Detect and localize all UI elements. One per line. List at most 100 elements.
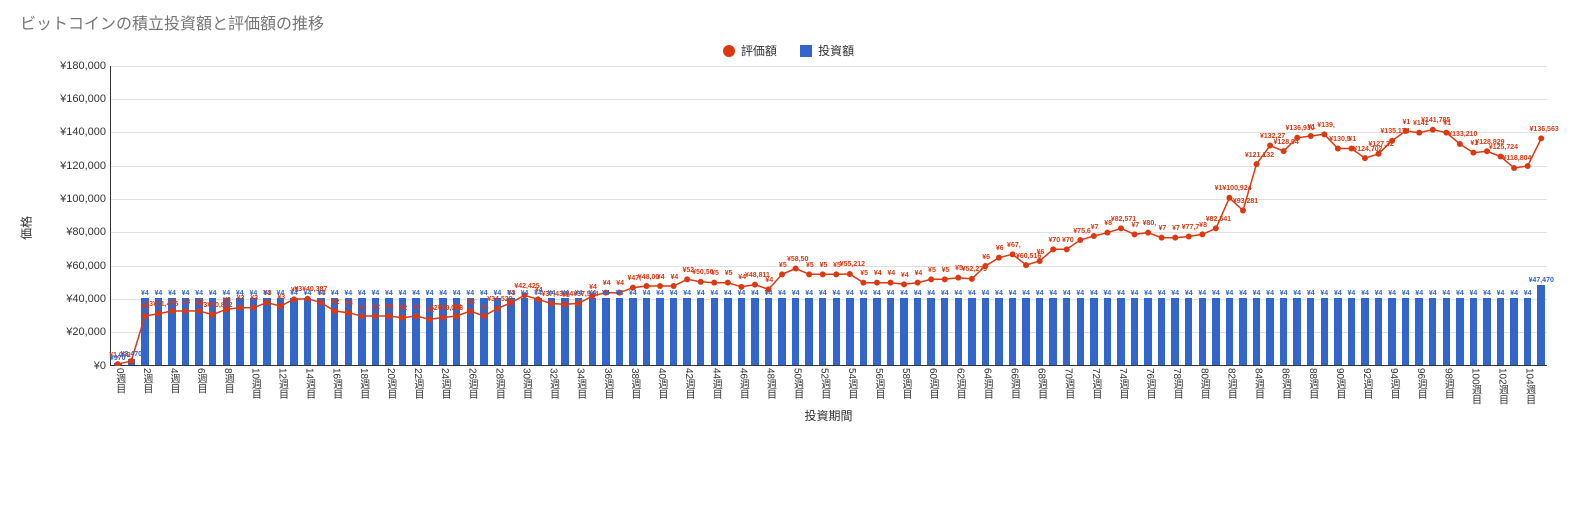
line-value-label: ¥5 xyxy=(942,267,950,274)
bar xyxy=(1361,298,1368,365)
line-value-label: ¥3 xyxy=(386,304,394,311)
bar-value-label: ¥4 xyxy=(629,290,637,297)
bar-value-label: ¥4 xyxy=(1117,290,1125,297)
line-value-label: ¥82,541 xyxy=(1206,216,1231,223)
bar xyxy=(1280,298,1287,365)
x-tick: 32週目 xyxy=(546,368,561,399)
bar xyxy=(995,298,1002,365)
bar-value-label: ¥4 xyxy=(168,290,176,297)
line-value-label: ¥3 xyxy=(481,304,489,311)
bar xyxy=(1266,298,1273,365)
bar-value-label: ¥4 xyxy=(1497,290,1505,297)
legend-item-bar: 投資額 xyxy=(800,42,854,59)
bar xyxy=(521,298,528,365)
x-tick: 94週目 xyxy=(1386,368,1401,399)
bar xyxy=(941,298,948,365)
bar-value-label: ¥4 xyxy=(602,290,610,297)
x-tick: 54週目 xyxy=(844,368,859,399)
y-axis: ¥0¥20,000¥40,000¥60,000¥80,000¥100,000¥1… xyxy=(20,66,110,366)
bar-value-label: ¥4 xyxy=(222,290,230,297)
x-tick: 60週目 xyxy=(925,368,940,399)
line-value-label: ¥125,724 xyxy=(1489,144,1518,151)
x-tick: 56週目 xyxy=(871,368,886,399)
bar-value-label: ¥4 xyxy=(615,290,623,297)
bar-value-label: ¥4 xyxy=(1036,290,1044,297)
bar-value-label: ¥4 xyxy=(1212,290,1220,297)
bar-value-label: ¥4 xyxy=(1266,290,1274,297)
x-tick: 48週目 xyxy=(762,368,777,399)
bar-value-label: ¥4 xyxy=(724,290,732,297)
bar-value-label: ¥4 xyxy=(453,290,461,297)
chart-title: ビットコインの積立投資額と評価額の推移 xyxy=(20,10,1557,34)
line-value-label: ¥75,6 xyxy=(1073,228,1091,235)
x-tick: 28週目 xyxy=(491,368,506,399)
bar-value-label: ¥4 xyxy=(439,290,447,297)
bar-value-label: ¥4 xyxy=(209,290,217,297)
line-value-label: ¥4 xyxy=(887,270,895,277)
bar-value-label: ¥4 xyxy=(914,290,922,297)
bar-value-label: ¥4 xyxy=(954,290,962,297)
y-tick: ¥20,000 xyxy=(66,326,106,338)
line-value-label: ¥136,563 xyxy=(1530,126,1559,133)
legend: 評価額 投資額 xyxy=(20,42,1557,60)
x-tick: 22週目 xyxy=(410,368,425,399)
line-value-label: ¥7 xyxy=(1159,225,1167,232)
bar-value-label: ¥4 xyxy=(1076,290,1084,297)
bar-value-label: ¥4 xyxy=(561,290,569,297)
bar xyxy=(1063,298,1070,365)
line-value-label: ¥4 xyxy=(603,280,611,287)
bar xyxy=(507,298,514,365)
line-value-label: ¥3 xyxy=(359,304,367,311)
bar-value-label: ¥4 xyxy=(521,290,529,297)
line-value-label: ¥70 xyxy=(1048,237,1060,244)
bar xyxy=(1321,298,1328,365)
y-tick: ¥140,000 xyxy=(60,126,106,138)
bar-value-label: ¥4 xyxy=(493,290,501,297)
bar-value-label: ¥4 xyxy=(1131,290,1139,297)
bar-value-label: ¥4 xyxy=(656,290,664,297)
bar-value-label: ¥4 xyxy=(399,290,407,297)
bar-value-label: ¥4 xyxy=(1280,290,1288,297)
y-tick: ¥120,000 xyxy=(60,160,106,172)
x-tick: 84週目 xyxy=(1251,368,1266,399)
bar-value-label: ¥4 xyxy=(1429,290,1437,297)
bar-value-label: ¥4 xyxy=(426,290,434,297)
bar-value-label: ¥4 xyxy=(1334,290,1342,297)
x-tick: 50週目 xyxy=(790,368,805,399)
bar xyxy=(1158,298,1165,365)
bar-value-label: ¥4 xyxy=(1307,290,1315,297)
line-value-label: ¥6 xyxy=(982,254,990,261)
x-tick: 68週目 xyxy=(1034,368,1049,399)
y-tick: ¥0 xyxy=(94,360,106,372)
line-value-label: ¥4 xyxy=(914,270,922,277)
line-value-label: ¥4 xyxy=(657,274,665,281)
bar xyxy=(1388,298,1395,365)
bar xyxy=(982,298,989,365)
bar-value-label: ¥4 xyxy=(1470,290,1478,297)
x-tick: 30週目 xyxy=(518,368,533,399)
line-value-label: ¥6 xyxy=(996,245,1004,252)
line-value-label: ¥121,132 xyxy=(1245,152,1274,159)
bar-value-label: ¥4 xyxy=(1253,290,1261,297)
x-tick: 80週目 xyxy=(1196,368,1211,399)
x-tick: 14週目 xyxy=(302,368,317,399)
x-tick: 92週目 xyxy=(1359,368,1374,399)
bar xyxy=(846,298,853,365)
x-tick: 34週目 xyxy=(573,368,588,399)
bar xyxy=(345,298,352,365)
bar-value-label: ¥4 xyxy=(792,290,800,297)
bar-value-label: ¥4 xyxy=(778,290,786,297)
x-tick: 44週目 xyxy=(708,368,723,399)
bar-value-label: ¥4 xyxy=(1524,290,1532,297)
x-tick: 72週目 xyxy=(1088,368,1103,399)
bar-value-label: ¥4 xyxy=(507,290,515,297)
y-tick: ¥60,000 xyxy=(66,260,106,272)
legend-square-icon xyxy=(800,45,812,57)
bar-value-label: ¥4 xyxy=(887,290,895,297)
line-value-label: ¥5 xyxy=(779,262,787,269)
bar-value-label: ¥4 xyxy=(480,290,488,297)
x-tick: 88週目 xyxy=(1305,368,1320,399)
bar xyxy=(1239,298,1246,365)
bar-value-label: ¥4 xyxy=(846,290,854,297)
bar xyxy=(778,298,785,365)
